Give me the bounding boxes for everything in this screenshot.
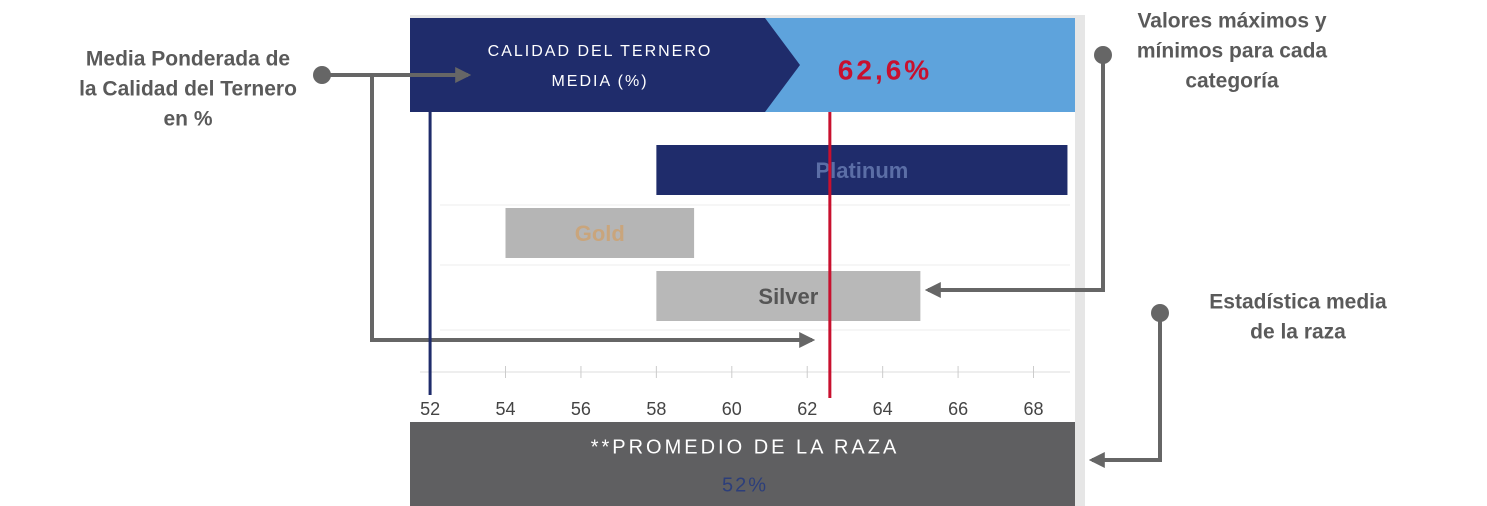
- x-tick-label: 54: [495, 399, 515, 419]
- annotation: mínimos para cada: [1137, 40, 1328, 63]
- range-bar: [656, 145, 1068, 195]
- header-title: CALIDAD DEL TERNERO: [488, 43, 713, 60]
- annotation: Valores máximos y: [1137, 10, 1326, 33]
- annotation: categoría: [1185, 70, 1279, 93]
- range-bar: [505, 208, 695, 258]
- x-tick-label: 52: [420, 399, 440, 419]
- footer-band: [410, 422, 1075, 506]
- header-dark: [410, 18, 800, 112]
- annotation-arrows: [313, 46, 1169, 468]
- x-tick-label: 56: [571, 399, 591, 419]
- x-tick-label: 58: [646, 399, 666, 419]
- annotation: en %: [163, 108, 212, 131]
- x-tick-label: 62: [797, 399, 817, 419]
- annotation: de la raza: [1250, 321, 1346, 344]
- grid: [420, 204, 1070, 373]
- bar-label: Silver: [758, 284, 818, 309]
- x-tick-label: 68: [1023, 399, 1043, 419]
- annotation: la Calidad del Ternero: [79, 78, 297, 101]
- x-tick-label: 66: [948, 399, 968, 419]
- x-tick-label: 64: [873, 399, 893, 419]
- annotation: Estadística media: [1209, 291, 1387, 314]
- header-title: MEDIA (%): [551, 73, 648, 90]
- mean-label: 62,6%: [838, 54, 932, 85]
- range-bar: [656, 271, 921, 321]
- annotation: Media Ponderada de: [86, 48, 290, 71]
- bar-label: Gold: [575, 221, 625, 246]
- average-label: 52%: [722, 474, 768, 496]
- footer-title: **PROMEDIO DE LA RAZA: [591, 436, 900, 458]
- x-tick-label: 60: [722, 399, 742, 419]
